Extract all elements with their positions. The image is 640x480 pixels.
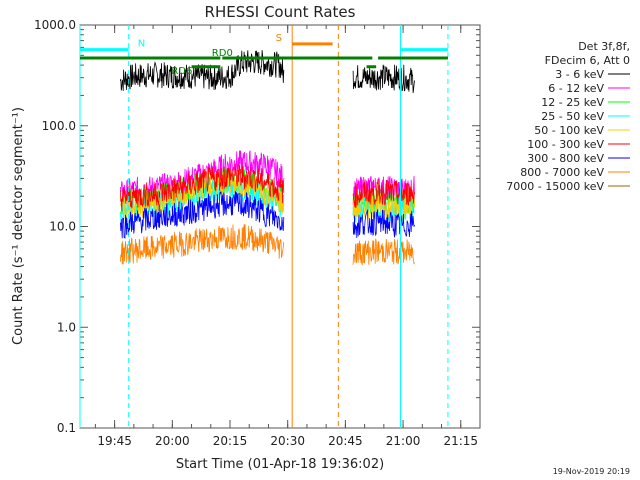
y-tick-label: 1000.0: [34, 18, 76, 32]
axis-ticks: 19:45 20:00 20:15 20:30 20:45 21:00 21:15 0.1 1.…: [34, 18, 481, 448]
legend-entry: 800 - 7000 keV: [520, 166, 604, 179]
series-line: [120, 163, 285, 212]
legend-entry: 6 - 12 keV: [548, 82, 604, 95]
series-line: [352, 238, 415, 266]
legend-entry: 100 - 300 keV: [527, 138, 604, 151]
legend-entry: 7000 - 15000 keV: [506, 180, 604, 193]
y-tick-label: 0.1: [57, 421, 76, 435]
series-line: [352, 209, 415, 239]
flag-bars: N S RD0 RD6: [80, 33, 448, 77]
series-line: [120, 50, 285, 91]
series-line: [120, 190, 285, 239]
chart-title: RHESSI Count Rates: [205, 3, 356, 21]
flag-label: RD6: [171, 66, 192, 77]
y-axis-label: Count Rate (s⁻¹ detector segment⁻¹): [11, 107, 26, 345]
legend-entry: 3 - 6 keV: [555, 68, 604, 81]
legend-entry: 50 - 100 keV: [534, 124, 604, 137]
legend-entry: 25 - 50 keV: [541, 110, 604, 123]
series-line: [120, 224, 285, 265]
legend-title-line-1: Det 3f,8f,: [578, 40, 630, 53]
x-tick-label: 20:00: [155, 434, 190, 448]
footer-timestamp: 19-Nov-2019 20:19: [553, 467, 630, 476]
x-axis-label: Start Time (01-Apr-18 19:36:02): [176, 457, 384, 472]
series-line: [352, 192, 415, 219]
x-tick-label: 21:00: [386, 434, 421, 448]
vertical-markers: [79, 25, 449, 428]
legend-entry: 12 - 25 keV: [541, 96, 604, 109]
legend-title-line-2: FDecim 6, Att 0: [545, 54, 630, 67]
series-line: [352, 178, 415, 209]
x-tick-label: 21:15: [443, 434, 478, 448]
flag-label: RD0: [212, 48, 233, 59]
x-tick-label: 20:45: [328, 434, 363, 448]
flag-label: N: [138, 39, 145, 50]
y-tick-label: 100.0: [42, 119, 76, 133]
y-tick-label: 1.0: [57, 320, 76, 334]
y-tick-label: 10.0: [49, 220, 76, 234]
series-lines: [120, 50, 415, 266]
flag-label: S: [276, 33, 282, 44]
legend-entry: 300 - 800 keV: [527, 152, 604, 165]
x-tick-label: 19:45: [97, 434, 132, 448]
x-tick-label: 20:15: [213, 434, 248, 448]
x-tick-label: 20:30: [270, 434, 305, 448]
series-line: [352, 64, 415, 94]
